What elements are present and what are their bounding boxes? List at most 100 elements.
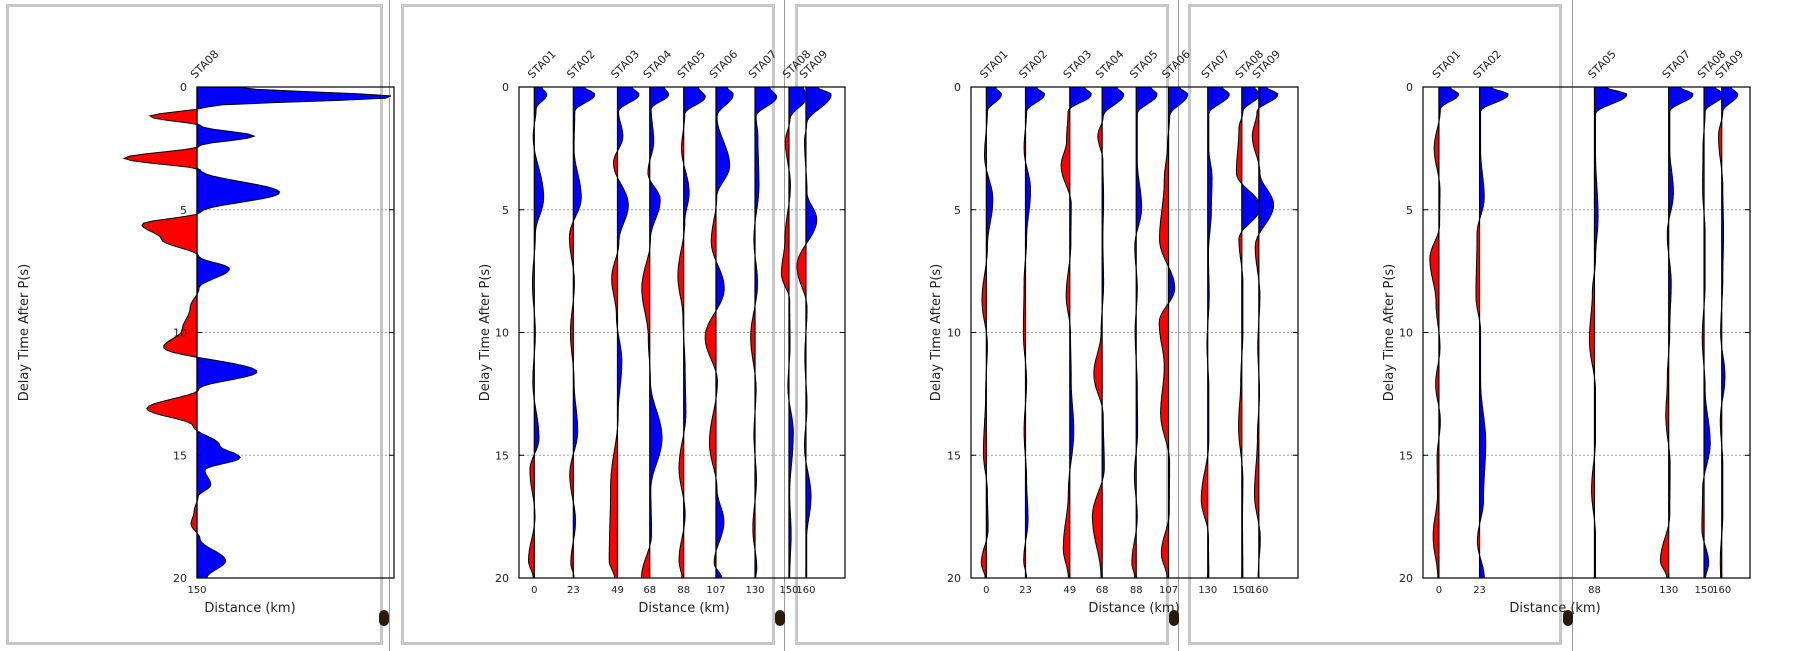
- x-tick-label: 150: [1694, 585, 1713, 596]
- station-label: STA01: [977, 48, 1010, 81]
- trace-negative-fill: [124, 87, 197, 578]
- x-tick-label: 0: [1436, 585, 1442, 596]
- resize-handle[interactable]: [379, 610, 389, 626]
- station-label: STA02: [564, 48, 597, 81]
- trace-positive-fill: [1207, 87, 1230, 578]
- trace-line: [1701, 86, 1725, 579]
- trace-positive-fill: [986, 87, 1002, 578]
- y-tick-label: 10: [947, 327, 961, 340]
- window-divider: [389, 0, 390, 651]
- trace-line: [1659, 86, 1694, 579]
- trace-negative-fill: [781, 87, 789, 578]
- x-tick-label: 130: [745, 585, 764, 596]
- trace-negative-fill: [1701, 87, 1705, 578]
- trace-line: [641, 86, 670, 578]
- resize-handle[interactable]: [1563, 610, 1573, 626]
- x-tick-label: 130: [1659, 585, 1678, 596]
- station-label: STA07: [746, 48, 779, 81]
- y-tick-label: 0: [1406, 81, 1413, 94]
- trace-negative-fill: [569, 87, 574, 578]
- panel-frame-4: [1188, 4, 1562, 645]
- trace-negative-fill: [677, 87, 684, 578]
- y-tick-label: 20: [173, 572, 187, 585]
- trace-line: [1235, 86, 1262, 578]
- y-tick-label: 15: [1399, 449, 1413, 462]
- x-tick-label: 160: [1249, 585, 1268, 596]
- x-tick-label: 160: [796, 585, 815, 596]
- station-label: STA08: [188, 48, 221, 81]
- trace-line: [1022, 86, 1045, 579]
- y-tick-label: 5: [1406, 204, 1413, 217]
- station-label: STA01: [1430, 48, 1463, 81]
- window-divider: [1178, 0, 1179, 651]
- y-tick-label: 5: [180, 204, 187, 217]
- trace-negative-fill: [750, 87, 756, 578]
- x-tick-label: 150: [187, 585, 206, 596]
- station-label: STA04: [641, 48, 674, 81]
- trace-negative-fill: [1201, 87, 1208, 578]
- x-tick-label: 0: [983, 585, 989, 596]
- x-tick-label: 68: [643, 585, 656, 596]
- trace-positive-fill: [1241, 87, 1261, 578]
- x-axis-label: Distance (km): [638, 601, 729, 616]
- trace-line: [1475, 86, 1509, 578]
- trace-negative-fill: [705, 87, 716, 578]
- window-divider: [784, 0, 785, 651]
- station-label: STA07: [1199, 48, 1232, 81]
- trace-line: [1251, 86, 1279, 578]
- x-tick-label: 23: [1473, 585, 1486, 596]
- trace-positive-fill: [534, 87, 547, 578]
- station-label: STA04: [1093, 48, 1126, 81]
- station-label: STA01: [525, 48, 558, 81]
- x-tick-label: 0: [531, 585, 537, 596]
- y-axis-label: Delay Time After P(s): [1382, 264, 1397, 401]
- y-axis-label: Delay Time After P(s): [478, 264, 493, 401]
- station-label: STA03: [608, 48, 641, 81]
- trace-negative-fill: [609, 87, 618, 578]
- y-tick-label: 10: [173, 327, 187, 340]
- resize-handle[interactable]: [775, 610, 785, 626]
- trace-line: [1588, 86, 1627, 578]
- x-tick-label: 23: [1019, 585, 1032, 596]
- y-tick-label: 0: [180, 81, 187, 94]
- x-tick-label: 68: [1096, 585, 1109, 596]
- trace-line: [527, 86, 548, 579]
- y-axis-label: Delay Time After P(s): [17, 264, 32, 401]
- trace-negative-fill: [1159, 87, 1169, 578]
- x-tick-label: 88: [677, 585, 690, 596]
- x-tick-label: 150: [1232, 585, 1251, 596]
- y-tick-label: 15: [947, 449, 961, 462]
- y-tick-label: 5: [502, 204, 509, 217]
- x-tick-label: 49: [611, 585, 624, 596]
- x-tick-label: 88: [1130, 585, 1143, 596]
- trace-positive-fill: [617, 87, 639, 578]
- station-label: STA02: [1470, 48, 1503, 81]
- trace-line: [1060, 86, 1092, 578]
- y-tick-label: 15: [495, 449, 509, 462]
- trace-line: [704, 86, 734, 579]
- x-tick-label: 23: [567, 585, 580, 596]
- x-tick-label: 107: [1159, 585, 1178, 596]
- y-tick-label: 0: [502, 81, 509, 94]
- trace-positive-fill: [715, 87, 734, 578]
- trace-negative-fill: [1023, 87, 1026, 578]
- station-label: STA05: [675, 48, 708, 81]
- trace-positive-fill: [649, 87, 669, 578]
- window-divider: [1572, 0, 1573, 651]
- trace-negative-fill: [1429, 87, 1439, 578]
- station-label: STA07: [1660, 48, 1693, 81]
- trace-positive-fill: [805, 87, 831, 578]
- y-tick-label: 10: [495, 327, 509, 340]
- y-axis-label: Delay Time After P(s): [929, 264, 944, 401]
- x-tick-label: 49: [1063, 585, 1076, 596]
- x-axis-label: Distance (km): [204, 601, 295, 616]
- y-tick-label: 10: [1399, 327, 1413, 340]
- station-label: STA06: [707, 48, 740, 81]
- trace-negative-fill: [1061, 87, 1070, 578]
- trace-line: [122, 86, 391, 579]
- trace-line: [1091, 86, 1125, 579]
- resize-handle[interactable]: [1169, 610, 1179, 626]
- y-tick-label: 0: [954, 81, 961, 94]
- station-label: STA02: [1016, 48, 1049, 81]
